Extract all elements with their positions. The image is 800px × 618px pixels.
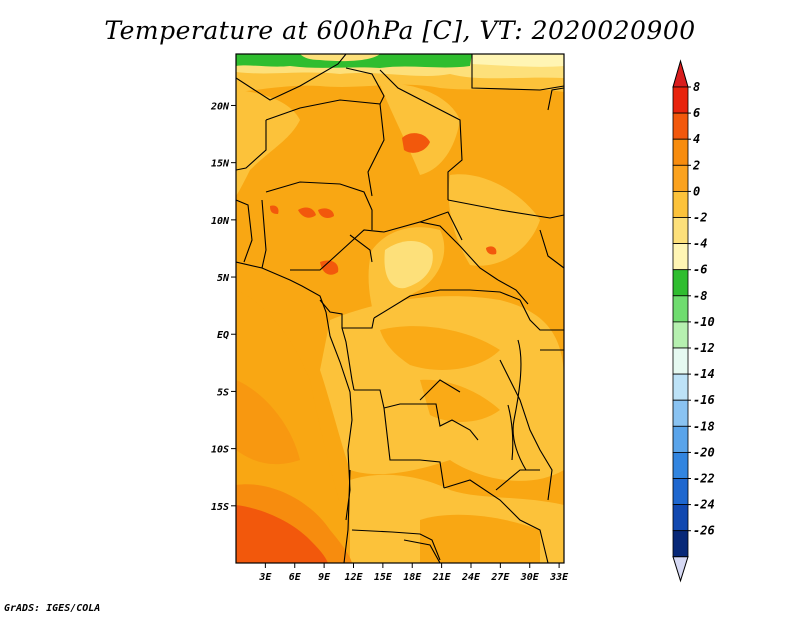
- lat-tick-label: 15N: [211, 159, 230, 170]
- colorbar-bottom-arrow: [672, 556, 689, 583]
- colorbar-segment: [672, 190, 689, 218]
- colorbar-segment: [672, 269, 689, 297]
- colorbar-label: -24: [693, 498, 715, 512]
- colorbar-label: -22: [693, 472, 715, 486]
- colorbar-label: -10: [693, 315, 715, 329]
- colorbar-label: -26: [693, 524, 715, 538]
- colorbar-label: 2: [692, 158, 700, 172]
- colorbar-label: -8: [693, 289, 707, 303]
- colorbar-segment: [672, 86, 689, 114]
- lon-tick-label: 6E: [289, 572, 302, 583]
- country-borders: [236, 54, 564, 563]
- colorbar: 8 6 4 2 0 -2 -4 -6 -8 -10 -12 -14 -16 -18 -20 -22 -24 -26: [672, 59, 715, 583]
- colorbar-label: 0: [693, 184, 700, 198]
- colorbar-segment: [672, 243, 689, 271]
- lat-tick-label: 5N: [217, 273, 230, 284]
- credit-text: GrADS: IGES/COLA: [4, 603, 101, 614]
- colorbar-label: -18: [693, 419, 715, 433]
- colorbar-segment: [672, 321, 689, 349]
- latitude-axis: 20N 15N 10N 5N EQ 5S 10S 15S: [210, 101, 236, 513]
- plot-frame: [235, 53, 565, 564]
- colorbar-segment: [672, 530, 689, 558]
- lon-tick-label: 33E: [549, 572, 569, 583]
- lon-tick-label: 30E: [520, 572, 540, 583]
- lat-tick-label: EQ: [217, 330, 229, 341]
- lat-tick-label: 10S: [211, 445, 229, 456]
- colorbar-top-arrow: [672, 59, 689, 88]
- colorbar-segment: [672, 164, 689, 192]
- colorbar-label: 6: [693, 106, 700, 120]
- colorbar-label: -16: [693, 393, 715, 407]
- colorbar-label: 8: [693, 80, 700, 94]
- lon-tick-label: 12E: [344, 572, 363, 583]
- temperature-field: [236, 54, 564, 563]
- lon-tick-label: 27E: [490, 572, 510, 583]
- colorbar-segment: [672, 112, 689, 140]
- lon-tick-label: 15E: [374, 572, 393, 583]
- colorbar-segment: [672, 295, 689, 323]
- colorbar-segment: [672, 425, 689, 453]
- colorbar-label: -14: [693, 367, 715, 381]
- colorbar-segment: [672, 373, 689, 401]
- lat-tick-label: 10N: [211, 216, 230, 227]
- colorbar-segment: [672, 478, 689, 506]
- lon-tick-label: 24E: [461, 572, 481, 583]
- lon-tick-label: 18E: [403, 572, 422, 583]
- colorbar-segment: [672, 399, 689, 427]
- colorbar-label: -4: [693, 237, 707, 251]
- colorbar-segment: [672, 504, 689, 532]
- colorbar-label: 4: [693, 132, 700, 146]
- lon-tick-label: 9E: [318, 572, 331, 583]
- colorbar-label: -6: [693, 263, 707, 277]
- colorbar-segment: [672, 451, 689, 479]
- longitude-axis: 3E 6E 9E 12E 15E 18E 21E 24E 27E 30E 33E: [258, 563, 569, 583]
- lon-tick-label: 21E: [432, 572, 452, 583]
- lat-tick-label: 15S: [211, 502, 229, 513]
- lon-tick-label: 3E: [258, 572, 272, 583]
- colorbar-segment: [672, 347, 689, 375]
- lat-tick-label: 5S: [217, 387, 229, 398]
- lat-tick-label: 20N: [210, 101, 230, 112]
- chart-title: Temperature at 600hPa [C], VT: 202002090…: [104, 16, 696, 45]
- colorbar-label: -12: [693, 341, 715, 355]
- colorbar-label: -2: [693, 211, 707, 225]
- colorbar-label: -20: [693, 445, 715, 459]
- colorbar-segment: [672, 217, 689, 245]
- colorbar-segment: [672, 138, 689, 166]
